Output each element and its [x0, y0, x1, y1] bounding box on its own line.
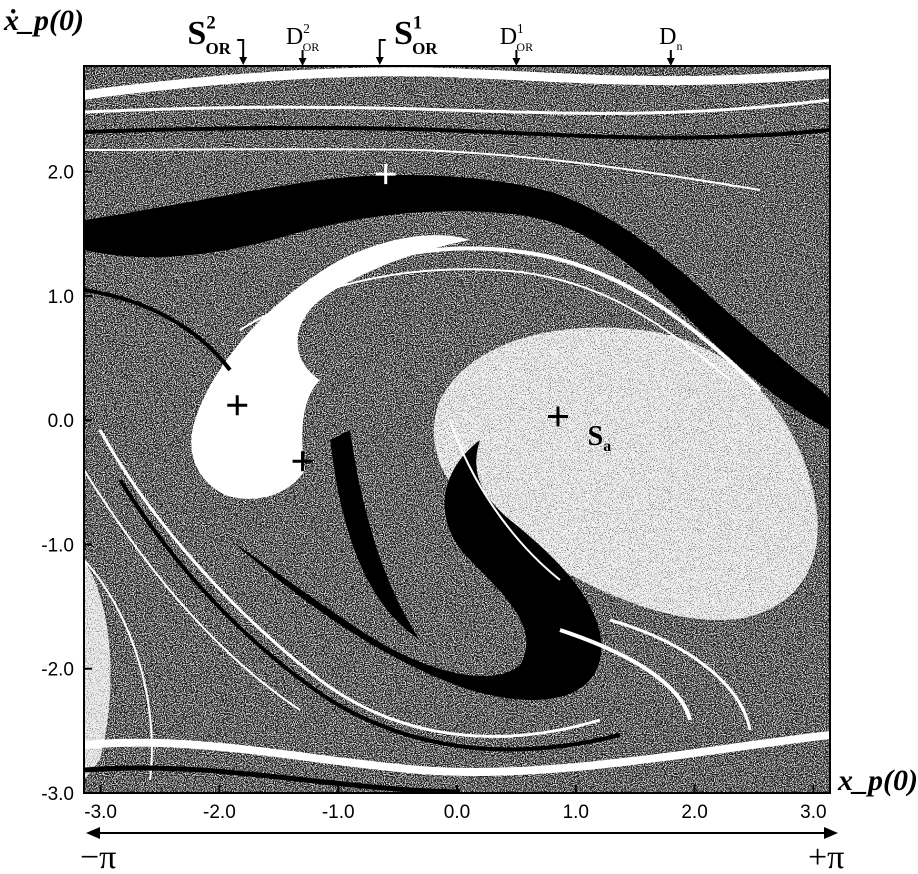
x-axis-title: x_p(0)	[837, 764, 918, 797]
top-annotation: S1 OR	[375, 13, 438, 65]
y-axis: 2.0 1.0 0.0 -1.0 -2.0 -3.0	[41, 163, 92, 805]
x-tick-label: -2.0	[203, 802, 236, 823]
y-tick-label: -3.0	[41, 784, 74, 805]
plus-marker	[547, 406, 568, 427]
markers	[227, 164, 568, 472]
plus-marker	[375, 164, 396, 185]
y-tick-label: -1.0	[41, 535, 74, 556]
top-annotation: Dn	[659, 24, 682, 66]
top-annotation: S2 OR	[187, 13, 248, 65]
white-striations	[84, 67, 830, 781]
y-tick-label: 2.0	[48, 163, 74, 184]
top-annotations: S2 OR D2 OR S1 OR D1 OR Dn	[187, 13, 682, 66]
x-tick-label: -3.0	[84, 802, 117, 823]
dark-striations	[84, 125, 830, 793]
top-annotation: D2 OR	[286, 21, 319, 66]
range-label-left: −π	[80, 839, 116, 874]
x-tick-label: 0.0	[444, 802, 470, 823]
white-basin-lobe	[191, 235, 470, 499]
range-arrow	[86, 827, 838, 839]
plus-marker	[292, 451, 313, 472]
plus-marker	[227, 395, 248, 416]
y-tick-label: 1.0	[48, 287, 74, 308]
x-tick-label: -1.0	[322, 802, 355, 823]
basin-field	[84, 66, 830, 793]
x-tick-label: 1.0	[563, 802, 589, 823]
x-tick-label: 2.0	[681, 802, 707, 823]
dark-basin-band	[84, 175, 830, 430]
svg-text:Dn: Dn	[659, 24, 682, 53]
top-annotation: D1 OR	[500, 21, 533, 66]
dark-basin-swirl	[230, 440, 602, 700]
x-tick-label: 3.0	[800, 802, 826, 823]
y-tick-label: -2.0	[41, 660, 74, 681]
y-axis-title: ẋ_p(0)	[3, 4, 84, 37]
range-label-right: +π	[808, 839, 844, 874]
y-tick-label: 0.0	[48, 411, 74, 432]
x-axis: -3.0 -2.0 -1.0 0.0 1.0 2.0 3.0	[84, 785, 827, 823]
attractor-label: Sa	[588, 421, 612, 455]
